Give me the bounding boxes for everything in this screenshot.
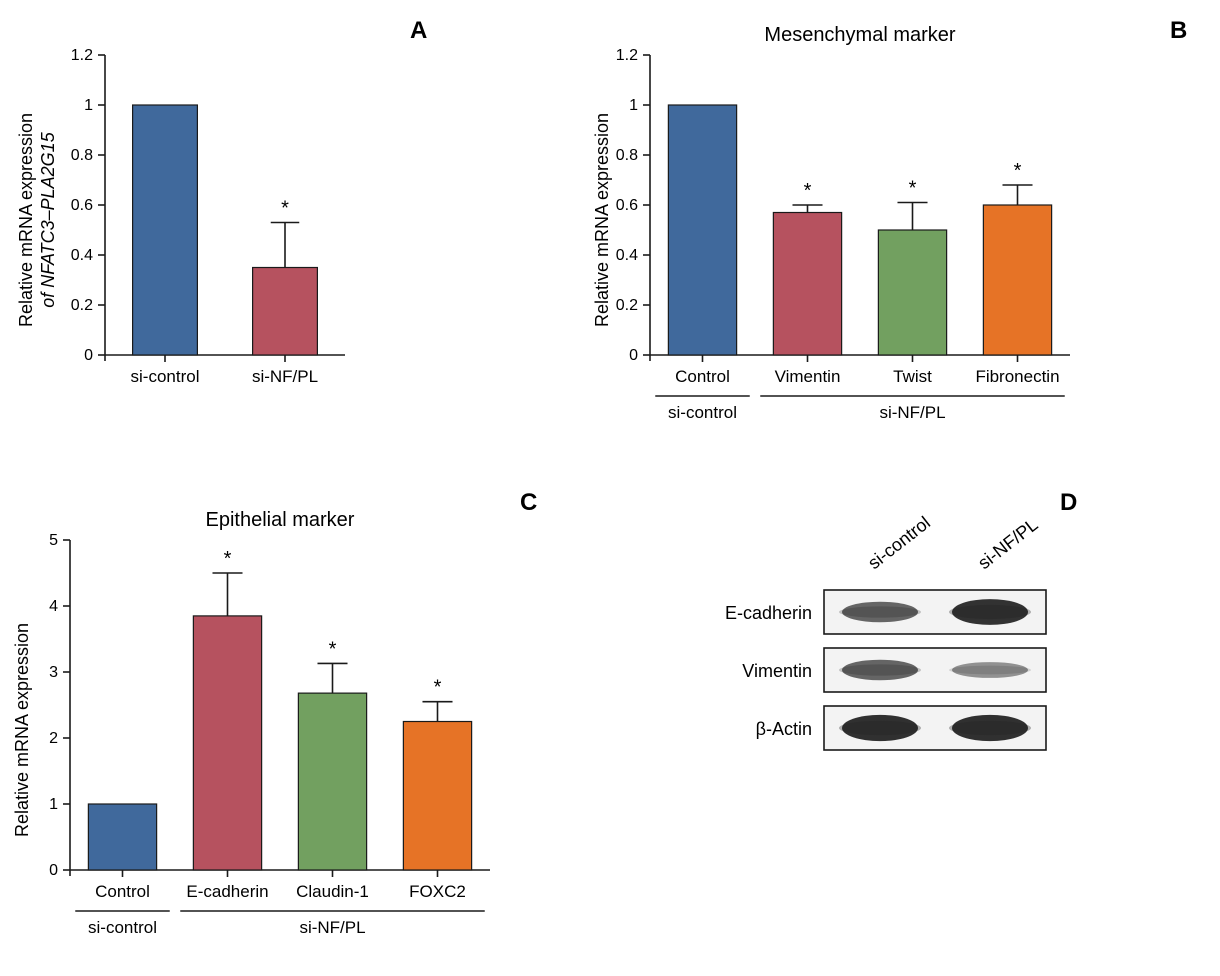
panel-d: D si-control si-NF/PL E-cadherin Vimentin β-… bbox=[640, 470, 1200, 890]
panel-letter-d: D bbox=[1060, 489, 1077, 516]
svg-text:0.8: 0.8 bbox=[616, 147, 638, 164]
blot-row-label: E-cadherin bbox=[725, 603, 812, 623]
blot-column-header: si-control bbox=[864, 512, 934, 573]
panel-c-ylabel: Relative mRNA expression bbox=[12, 623, 32, 837]
x-category: si-control bbox=[131, 367, 200, 386]
sig-mark: * bbox=[909, 178, 917, 200]
x-category: E-cadherin bbox=[186, 882, 268, 901]
panel-b-ylabel: Relative mRNA expression bbox=[592, 113, 612, 327]
x-category: si-NF/PL bbox=[252, 367, 318, 386]
svg-text:0.6: 0.6 bbox=[616, 197, 638, 214]
sig-mark: * bbox=[224, 548, 232, 570]
x-category: Control bbox=[95, 882, 150, 901]
blot-row-label: β-Actin bbox=[756, 719, 812, 739]
svg-text:0: 0 bbox=[629, 347, 638, 364]
bar bbox=[878, 230, 946, 355]
chart-title: Mesenchymal marker bbox=[764, 24, 956, 46]
svg-text:1: 1 bbox=[84, 97, 93, 114]
svg-text:1.2: 1.2 bbox=[616, 47, 638, 64]
svg-text:0.2: 0.2 bbox=[616, 297, 638, 314]
panel-b: B 0 0.2 0.4 0.6 0.8 1 1.2 Control Vimentin * Twist… bbox=[580, 0, 1200, 460]
svg-text:5: 5 bbox=[49, 532, 58, 549]
bar bbox=[253, 268, 318, 356]
sig-mark: * bbox=[1014, 160, 1022, 182]
x-category: FOXC2 bbox=[409, 882, 466, 901]
svg-text:0: 0 bbox=[49, 862, 58, 879]
panel-a-ylabel-1: Relative mRNA expression bbox=[16, 113, 36, 327]
svg-text:0: 0 bbox=[84, 347, 93, 364]
bar bbox=[983, 205, 1051, 355]
svg-text:0.4: 0.4 bbox=[71, 247, 93, 264]
sig-mark: * bbox=[804, 180, 812, 202]
chart-title: Epithelial marker bbox=[206, 509, 355, 531]
sig-mark: * bbox=[281, 198, 289, 220]
panel-letter-a: A bbox=[410, 17, 427, 44]
x-category: Control bbox=[675, 367, 730, 386]
svg-text:0.2: 0.2 bbox=[71, 297, 93, 314]
panel-a-ylabel-2: of NFATC3–PLA2G15 bbox=[38, 131, 58, 307]
svg-text:0.6: 0.6 bbox=[71, 197, 93, 214]
group-label: si-NF/PL bbox=[879, 403, 945, 422]
bar bbox=[403, 722, 471, 871]
svg-text:0.8: 0.8 bbox=[71, 147, 93, 164]
panel-letter-b: B bbox=[1170, 17, 1187, 44]
svg-text:2: 2 bbox=[49, 730, 58, 747]
group-label: si-NF/PL bbox=[299, 918, 365, 937]
x-category: Twist bbox=[893, 367, 932, 386]
bar bbox=[668, 105, 736, 355]
blot-column-header: si-NF/PL bbox=[974, 514, 1041, 573]
bar bbox=[298, 693, 366, 870]
sig-mark: * bbox=[329, 638, 337, 660]
bar bbox=[193, 616, 261, 870]
svg-text:4: 4 bbox=[49, 598, 58, 615]
svg-text:3: 3 bbox=[49, 664, 58, 681]
x-category: Vimentin bbox=[775, 367, 841, 386]
panel-a: A 0 0.2 0.4 0.6 0.8 1 1.2 si-control si-NF/PL * R… bbox=[0, 0, 520, 460]
x-category: Fibronectin bbox=[975, 367, 1059, 386]
panel-c: C 0 1 2 3 4 5 Control E-cadherin * Claudin-1 * FOXC… bbox=[0, 470, 620, 970]
svg-text:1: 1 bbox=[49, 796, 58, 813]
group-label: si-control bbox=[668, 403, 737, 422]
bar bbox=[88, 804, 156, 870]
bar bbox=[133, 105, 198, 355]
sig-mark: * bbox=[434, 677, 442, 699]
svg-text:1: 1 bbox=[629, 97, 638, 114]
svg-text:0.4: 0.4 bbox=[616, 247, 638, 264]
panel-letter-c: C bbox=[520, 489, 537, 516]
x-category: Claudin-1 bbox=[296, 882, 369, 901]
bar bbox=[773, 213, 841, 356]
svg-text:1.2: 1.2 bbox=[71, 47, 93, 64]
blot-row-label: Vimentin bbox=[742, 661, 812, 681]
group-label: si-control bbox=[88, 918, 157, 937]
